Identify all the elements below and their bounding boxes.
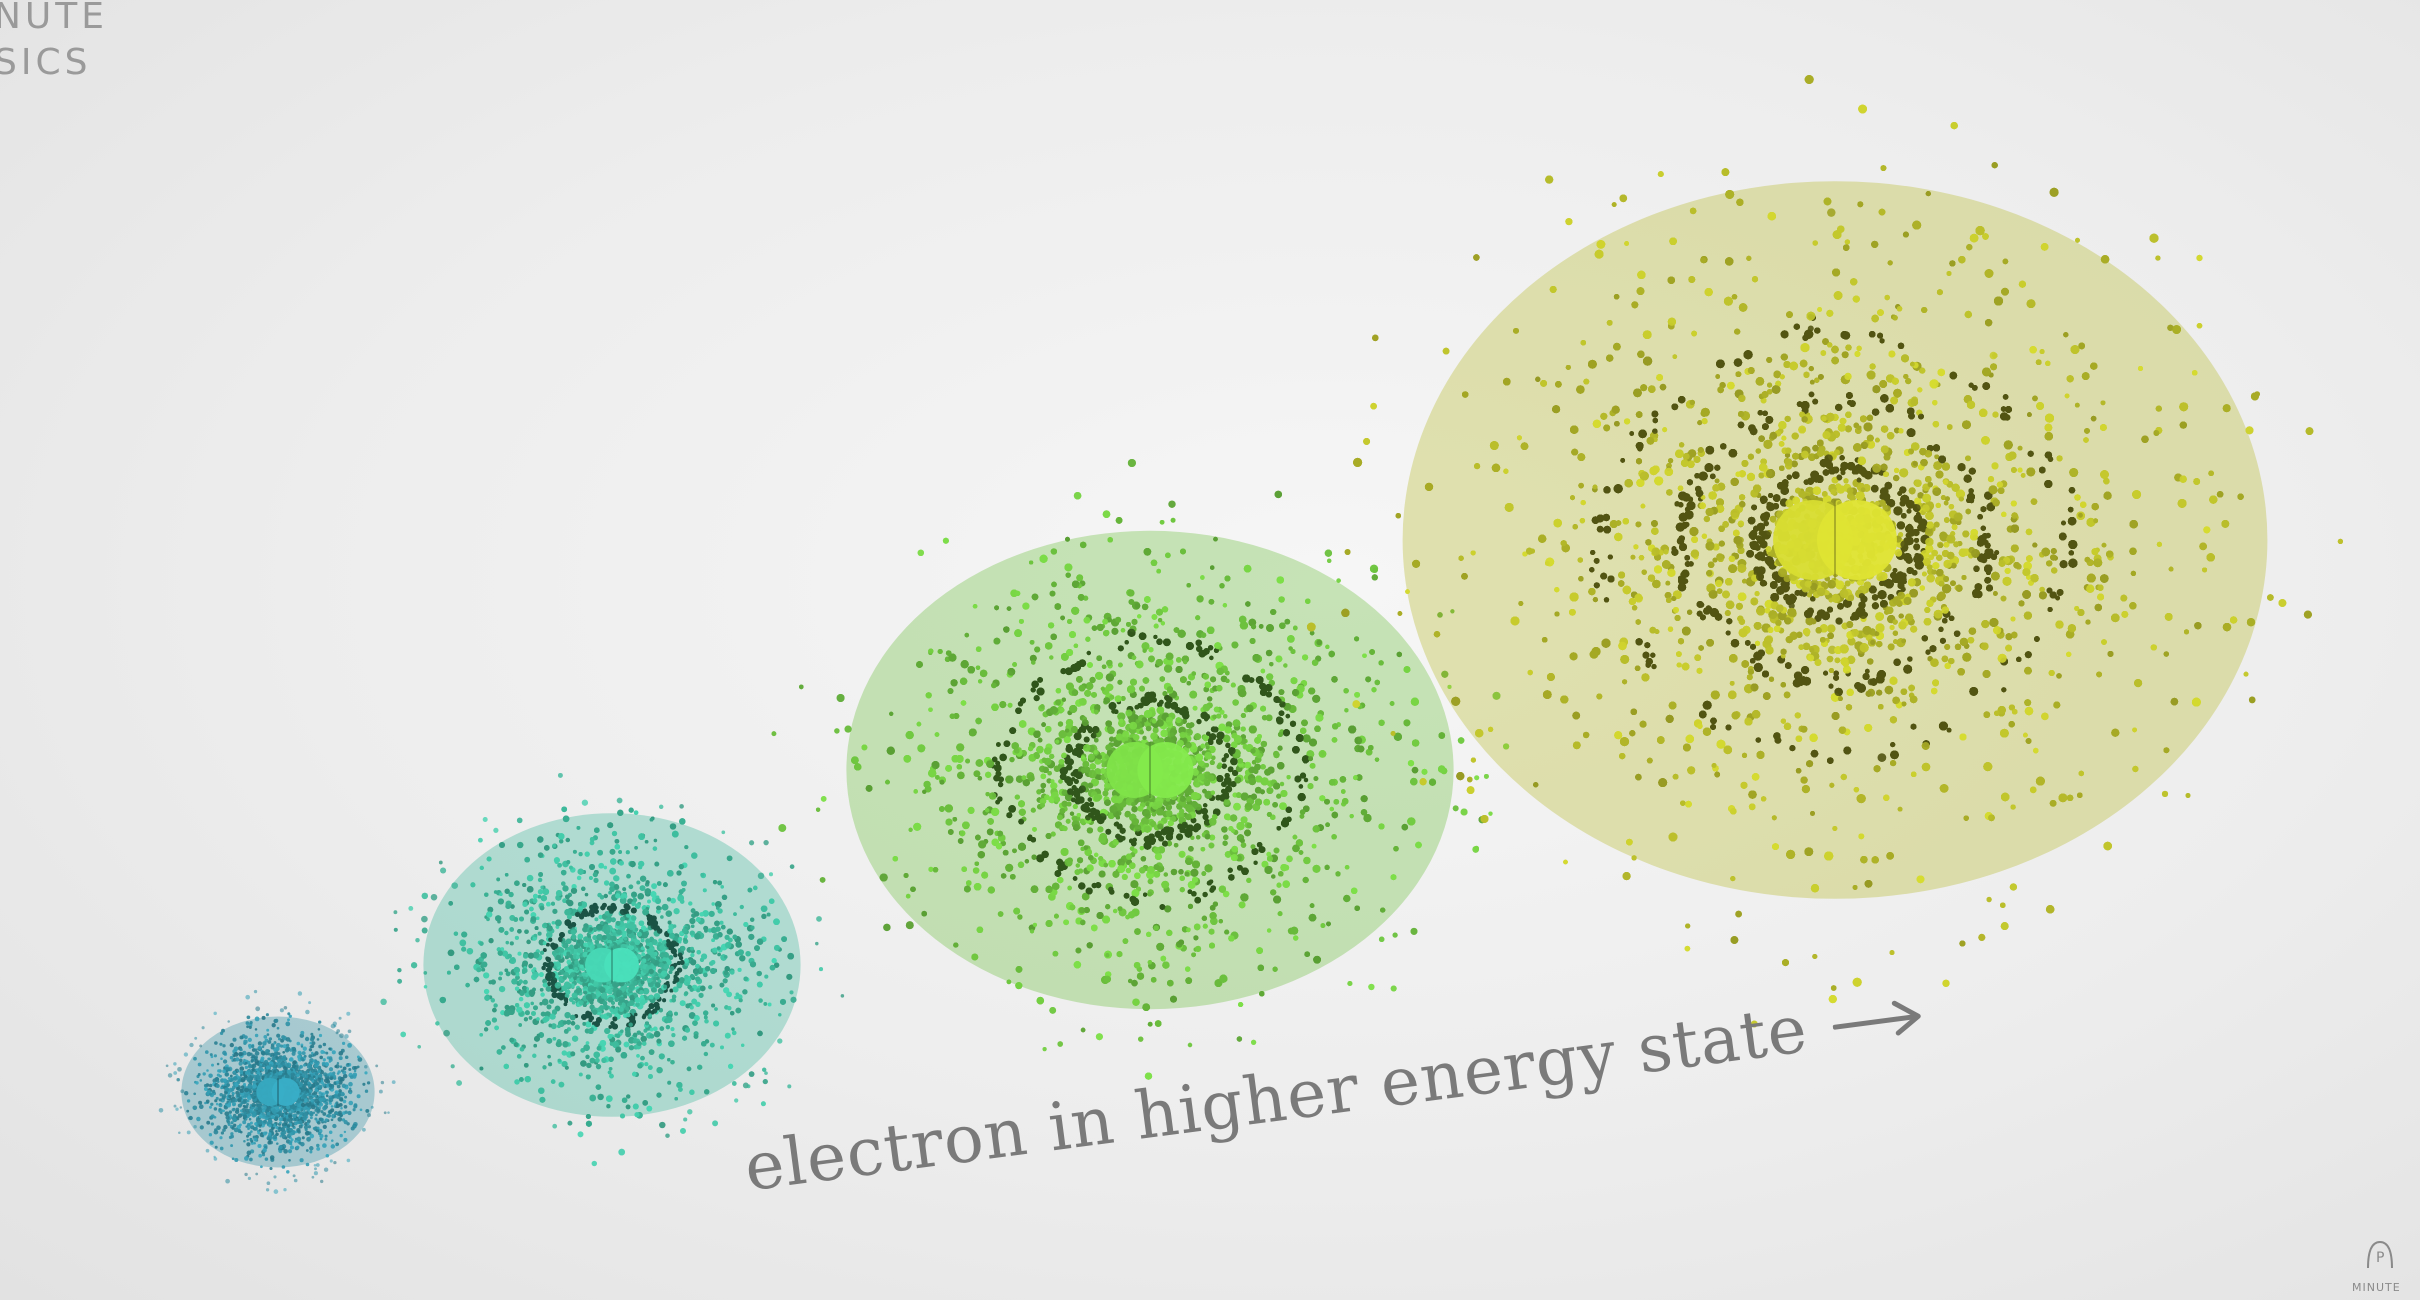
orbital-1s-cloud	[158, 989, 396, 1194]
watermark-text: MINUTE	[2352, 1281, 2401, 1294]
corner-logo-line2: SICS	[0, 40, 108, 86]
minute-physics-watermark: P MINUTE	[2346, 1238, 2416, 1298]
corner-logo: NUTE SICS	[0, 0, 108, 86]
orbital-2s-cloud	[380, 772, 845, 1167]
logo-icon: P	[2367, 1240, 2393, 1269]
orbital-3s-cloud	[771, 458, 1510, 1080]
right-arrow-icon	[1832, 1000, 1921, 1035]
corner-logo-line1: NUTE	[0, 0, 108, 40]
orbital-4s-cloud	[1306, 75, 2343, 1028]
caption: electron in higher energy state	[740, 975, 1927, 1206]
